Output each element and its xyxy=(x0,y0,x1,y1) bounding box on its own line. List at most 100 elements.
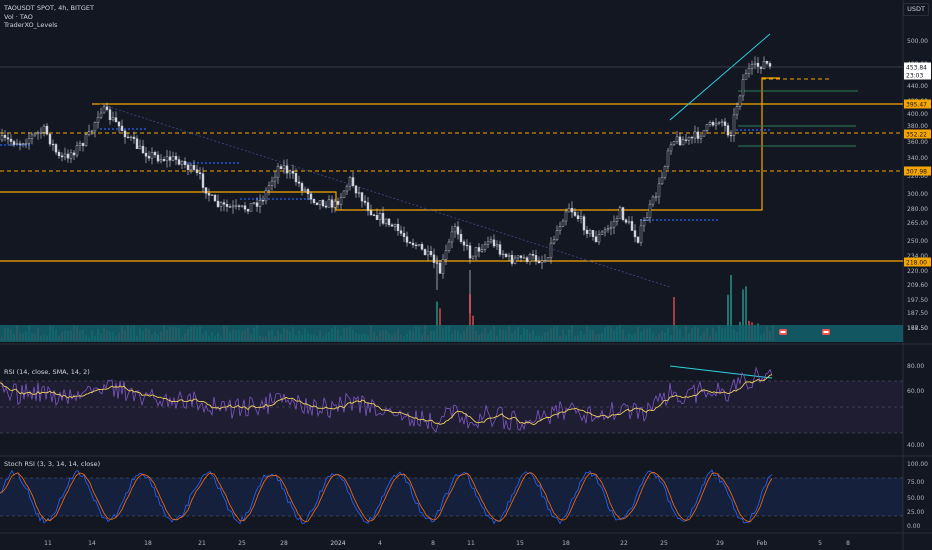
candle-down xyxy=(432,254,436,263)
candle-up xyxy=(318,200,322,205)
candle-down xyxy=(351,177,355,186)
candle-down xyxy=(408,242,412,244)
candle-up xyxy=(609,226,613,229)
candle-up xyxy=(657,183,661,198)
event-marker-icon xyxy=(779,329,787,335)
candle-up xyxy=(654,196,658,198)
time-axis-label: 4 xyxy=(378,540,382,547)
candle-down xyxy=(429,251,433,256)
candle-up xyxy=(159,159,163,162)
price-tick-label: 440.00 xyxy=(907,83,928,90)
candle-down xyxy=(54,144,58,153)
candle-up xyxy=(546,257,550,261)
candle-up xyxy=(561,220,565,227)
candle-down xyxy=(399,230,403,234)
candle-up xyxy=(753,62,757,65)
candle-down xyxy=(534,255,538,262)
candle-up xyxy=(663,166,667,178)
price-tick-label: 360.00 xyxy=(907,139,928,146)
candle-up xyxy=(27,138,31,144)
stoch-rsi-legend[interactable]: Stoch RSI (3, 3, 14, 14, close) xyxy=(4,460,101,468)
time-axis-label: 15 xyxy=(516,540,524,547)
candle-up xyxy=(474,247,478,257)
candle-down xyxy=(162,159,166,161)
candle-up xyxy=(642,220,646,227)
candle-down xyxy=(582,216,586,231)
candle-down xyxy=(531,254,535,256)
candle-down xyxy=(45,125,49,135)
candle-down xyxy=(18,143,22,145)
candle-down xyxy=(213,194,217,202)
candle-up xyxy=(597,234,601,243)
candle-down xyxy=(591,230,595,237)
time-axis-label: Feb xyxy=(757,540,768,547)
candle-up xyxy=(339,197,343,205)
candle-up xyxy=(444,250,448,260)
candle-down xyxy=(285,165,289,174)
candle-down xyxy=(6,137,10,140)
candle-down xyxy=(594,236,598,243)
countdown-tag xyxy=(904,70,931,80)
candle-up xyxy=(384,218,388,224)
candle-down xyxy=(387,218,391,226)
time-axis-label: 28 xyxy=(280,540,288,547)
volume-band xyxy=(0,325,903,342)
candle-down xyxy=(186,164,190,170)
volume-bar xyxy=(745,286,747,341)
candle-down xyxy=(519,255,523,258)
candle-up xyxy=(615,218,619,222)
candle-down xyxy=(585,229,589,234)
candle-down xyxy=(57,151,61,157)
price-tick-label: 400.00 xyxy=(907,111,928,118)
candle-down xyxy=(207,193,211,196)
candle-down xyxy=(381,213,385,224)
candle-down xyxy=(678,136,682,146)
candle-up xyxy=(528,254,532,262)
level-price-tag-label: 395.47 xyxy=(906,102,927,109)
candle-up xyxy=(672,141,676,146)
candle-up xyxy=(489,239,493,243)
candle-up xyxy=(357,192,361,194)
candle-up xyxy=(495,244,499,247)
volume-legend[interactable]: Vol · TAO xyxy=(4,13,33,21)
rsi-legend[interactable]: RSI (14, close, SMA, 14, 2) xyxy=(4,368,90,376)
candle-up xyxy=(129,136,133,139)
candle-down xyxy=(291,170,295,174)
time-axis-label: 11 xyxy=(44,540,52,547)
candle-down xyxy=(156,154,160,162)
candle-up xyxy=(165,156,169,161)
currency-button[interactable]: USDT xyxy=(903,3,929,16)
candle-down xyxy=(297,181,301,184)
candle-up xyxy=(393,223,397,227)
time-axis-label: 29 xyxy=(716,540,724,547)
candle-down xyxy=(636,236,640,243)
countdown-tag-label: 23:03 xyxy=(906,73,923,80)
candle-down xyxy=(306,189,310,195)
candle-up xyxy=(618,207,622,219)
candle-up xyxy=(348,177,352,187)
time-axis-label: 14 xyxy=(88,540,96,547)
price-tick-label: 265.00 xyxy=(907,220,928,227)
candle-up xyxy=(180,161,184,165)
candle-down xyxy=(246,208,250,212)
candle-down xyxy=(225,204,229,207)
candle-up xyxy=(36,132,40,134)
candle-up xyxy=(645,217,649,221)
candle-down xyxy=(198,172,202,174)
symbol-legend[interactable]: TAOUSDT SPOT, 4h, BITGET xyxy=(4,4,94,12)
indicator-legend[interactable]: TraderXO_Levels xyxy=(4,21,58,29)
candle-up xyxy=(450,231,454,243)
candle-down xyxy=(324,205,328,208)
candle-up xyxy=(30,134,34,139)
candle-up xyxy=(717,122,721,124)
rsi-tick-label: 80.00 xyxy=(907,363,924,370)
candle-up xyxy=(567,207,571,213)
price-tick-label: 320.00 xyxy=(907,173,928,180)
candle-down xyxy=(573,211,577,216)
event-marker-icon xyxy=(780,331,786,333)
candle-up xyxy=(486,241,490,245)
candle-down xyxy=(402,233,406,237)
candle-up xyxy=(600,231,604,235)
candle-up xyxy=(258,200,262,207)
